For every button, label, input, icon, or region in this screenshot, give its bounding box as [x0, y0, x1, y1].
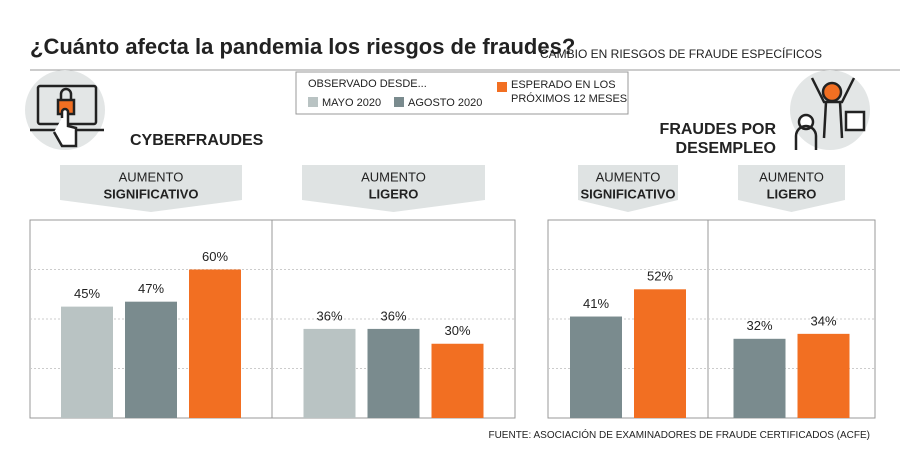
value-label: 47% — [138, 281, 164, 296]
value-label: 45% — [74, 286, 100, 301]
bar — [431, 343, 484, 418]
bar — [367, 328, 420, 418]
panel-title: AUMENTO — [596, 169, 661, 184]
panel-header — [302, 165, 485, 212]
subtitle: CAMBIO EN RIESGOS DE FRAUDE ESPECÍFICOS — [540, 46, 822, 61]
bar — [634, 289, 686, 418]
cyber-icon — [25, 70, 105, 150]
panel-title: AUMENTO — [119, 169, 184, 184]
value-label: 52% — [647, 269, 673, 284]
unemployment-icon — [790, 70, 870, 150]
bar — [125, 301, 177, 418]
panel-subtitle: SIGNIFICATIVO — [103, 186, 198, 201]
panel-title: AUMENTO — [759, 169, 824, 184]
legend-label: AGOSTO 2020 — [408, 97, 482, 109]
value-label: 36% — [316, 308, 342, 323]
value-label: 32% — [746, 318, 772, 333]
bar — [570, 316, 622, 418]
legend-swatch — [394, 97, 404, 107]
bar — [797, 333, 850, 418]
legend-swatch — [308, 97, 318, 107]
panel-header — [60, 165, 242, 212]
bar — [733, 338, 786, 418]
panel-header — [738, 165, 845, 212]
value-label: 30% — [444, 323, 470, 338]
panel-subtitle: LIGERO — [369, 186, 419, 201]
legend-title: OBSERVADO DESDE... — [308, 78, 427, 90]
panel-title: AUMENTO — [361, 169, 426, 184]
value-label: 60% — [202, 249, 228, 264]
bar — [189, 269, 241, 418]
panel-subtitle: SIGNIFICATIVO — [580, 186, 675, 201]
legend-box — [295, 71, 629, 115]
bar — [61, 306, 113, 418]
legend-label: MAYO 2020 — [322, 97, 381, 109]
legend-label: ESPERADO EN LOS PRÓXIMOS 12 MESES — [511, 79, 628, 105]
value-label: 41% — [583, 296, 609, 311]
section-title: FRAUDES POR DESEMPLEO — [659, 121, 776, 157]
bar — [303, 328, 356, 418]
legend-swatch — [497, 82, 507, 92]
legend-item: ESPERADO EN LOS PRÓXIMOS 12 MESES — [497, 78, 641, 106]
panel-subtitle: LIGERO — [767, 186, 817, 201]
value-label: 34% — [810, 313, 836, 328]
title: ¿Cuánto afecta la pandemia los riesgos d… — [30, 34, 575, 59]
panel-header — [578, 165, 678, 212]
value-label: 36% — [380, 308, 406, 323]
section-title: CYBERFRAUDES — [130, 132, 264, 149]
source: FUENTE: ASOCIACIÓN DE EXAMINADORES DE FR… — [488, 430, 870, 441]
